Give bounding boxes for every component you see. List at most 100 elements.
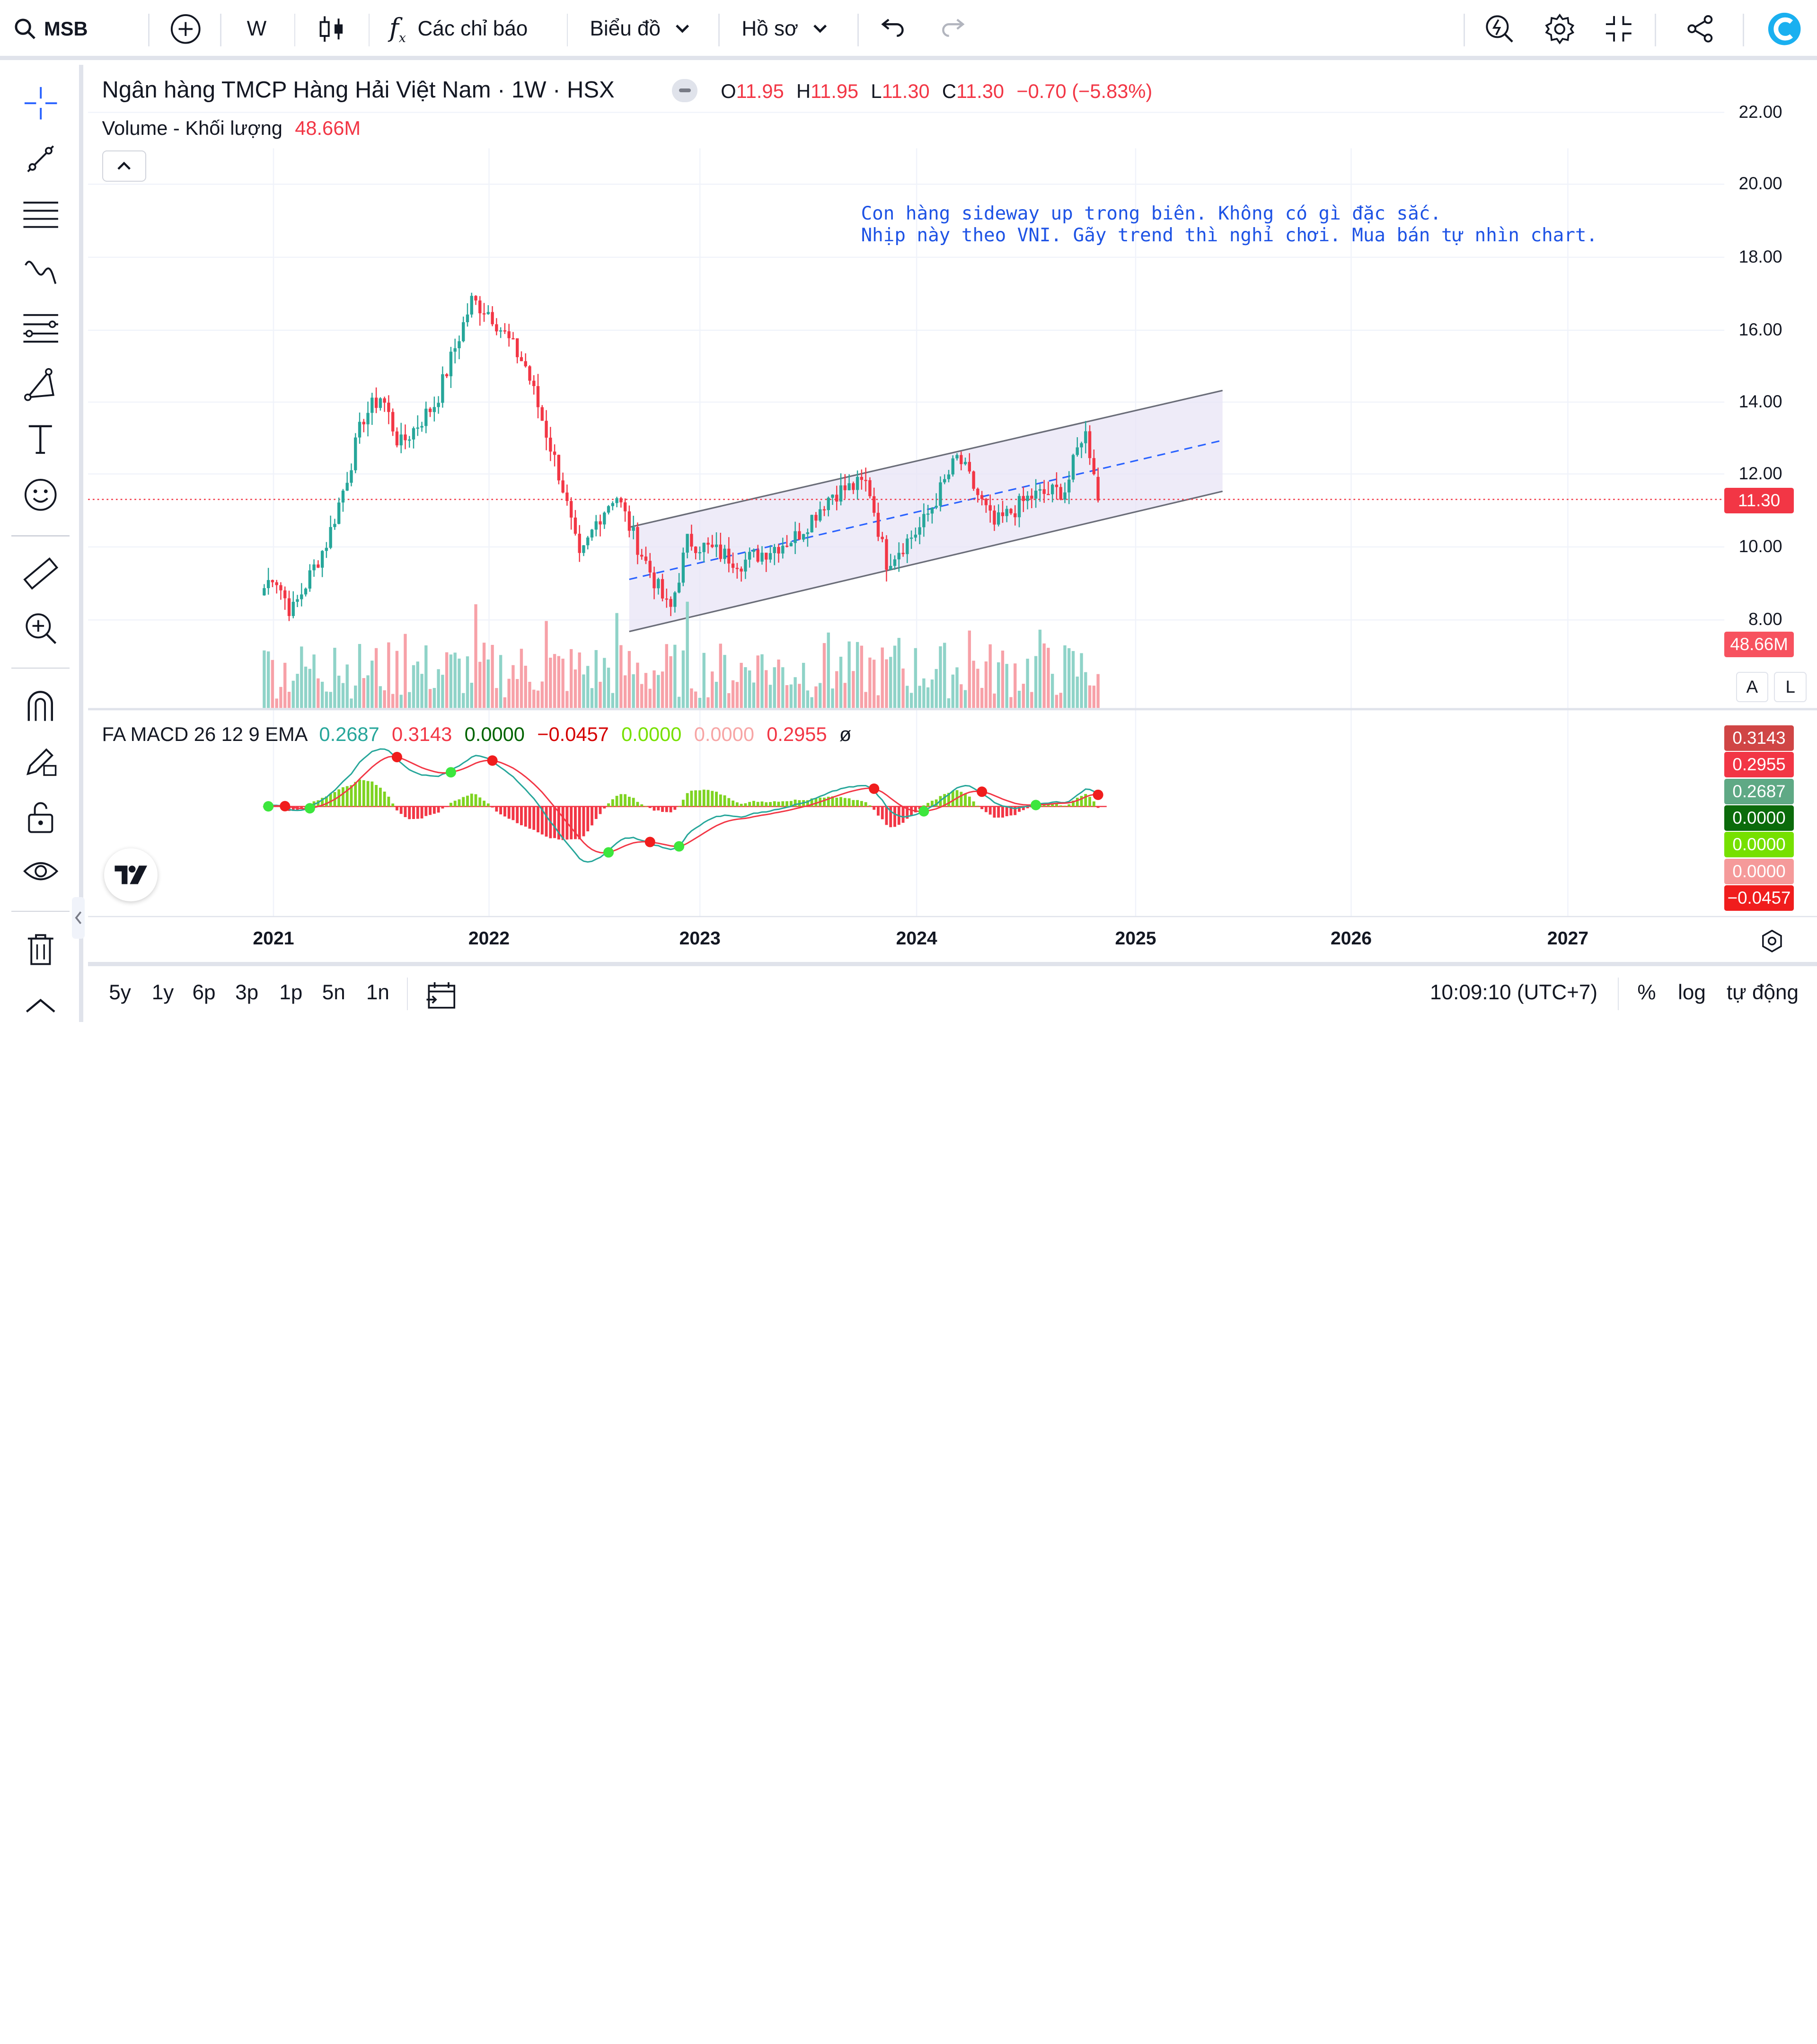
divider xyxy=(1743,14,1744,46)
time-tick: 2023 xyxy=(679,928,721,949)
candle-body xyxy=(341,490,345,503)
volume-bar xyxy=(553,654,556,708)
chart-menu-button[interactable]: Biểu đồ xyxy=(590,0,691,58)
lock-drawings-tool[interactable] xyxy=(16,793,65,841)
compare-button[interactable] xyxy=(169,0,202,58)
range-6m-button[interactable]: 6p xyxy=(192,981,216,1004)
text-tool[interactable] xyxy=(16,415,65,464)
price-tick: 10.00 xyxy=(1738,536,1782,556)
macd-histogram-bar xyxy=(321,798,324,807)
candle-body xyxy=(308,570,311,589)
symbol-legend-title[interactable]: Ngân hàng TMCP Hàng Hải Việt Nam · 1W · … xyxy=(102,77,615,103)
measure-tool[interactable] xyxy=(16,549,65,598)
more-tools-button[interactable] xyxy=(16,987,65,1022)
macd-histogram-bar xyxy=(453,801,457,807)
zoom-tool[interactable] xyxy=(16,604,65,652)
candle-body xyxy=(578,534,581,553)
macd-histogram-bar xyxy=(860,801,863,807)
fib-tool[interactable] xyxy=(16,304,65,352)
candle-body xyxy=(569,501,573,518)
macd-histogram-bar xyxy=(648,806,652,808)
settings-button[interactable] xyxy=(1544,0,1576,58)
share-button[interactable] xyxy=(1685,0,1715,58)
volume-bar xyxy=(437,669,440,708)
redo-button[interactable] xyxy=(940,0,965,58)
indicators-label: Các chỉ báo xyxy=(417,17,528,41)
range-5y-button[interactable]: 5y xyxy=(109,981,131,1004)
low-key: L xyxy=(871,79,882,102)
undo-button[interactable] xyxy=(881,0,906,58)
candle-body xyxy=(1005,509,1008,516)
channel-lower-line[interactable] xyxy=(629,490,1223,633)
profile-menu-button[interactable]: Hồ sơ xyxy=(741,0,828,58)
auto-scale-toggle[interactable]: tự động xyxy=(1726,981,1799,1004)
time-axis-settings-button[interactable] xyxy=(1759,928,1785,959)
macd-histogram-bar xyxy=(474,794,477,807)
indicators-button[interactable]: fx Các chỉ báo xyxy=(389,0,528,58)
stay-in-drawing-mode-tool[interactable] xyxy=(16,737,65,786)
volume-bar xyxy=(636,662,639,708)
range-1y-button[interactable]: 1y xyxy=(151,981,174,1004)
log-scale-button[interactable]: L xyxy=(1774,672,1807,703)
clock-timezone[interactable]: 10:09:10 (UTC+7) xyxy=(1430,981,1598,1004)
macd-histogram-bar xyxy=(354,782,357,807)
macd-histogram-bar xyxy=(1080,796,1083,807)
volume-bar xyxy=(474,604,477,708)
volume-bar xyxy=(930,679,934,708)
range-1d-button[interactable]: 1n xyxy=(366,981,389,1004)
macd-axis-label: 0.0000 xyxy=(1724,805,1794,831)
tradingview-logo[interactable] xyxy=(104,848,158,902)
candle-body xyxy=(623,502,627,511)
auto-scale-button[interactable]: A xyxy=(1736,672,1769,703)
macd-histogram-bar xyxy=(839,797,842,807)
brush-tool[interactable] xyxy=(16,247,65,296)
percent-scale-toggle[interactable]: % xyxy=(1637,981,1656,1004)
shapes-tool[interactable] xyxy=(16,361,65,409)
toolbar-collapse-handle[interactable] xyxy=(71,897,85,939)
wave-icon xyxy=(25,261,57,284)
macd-histogram-bar xyxy=(532,806,536,830)
volume-bar xyxy=(599,681,602,708)
trend-channel[interactable] xyxy=(629,389,1223,633)
channel-upper-line[interactable] xyxy=(629,389,1223,528)
fullscreen-button[interactable] xyxy=(1604,0,1634,58)
crosshair-tool[interactable] xyxy=(16,79,65,128)
goto-date-button[interactable] xyxy=(425,980,458,1015)
trendline-tool[interactable] xyxy=(16,134,65,183)
macd-histogram-bar xyxy=(727,798,731,807)
volume-label: Volume - Khối lượng xyxy=(102,117,282,140)
quick-search-button[interactable] xyxy=(1483,0,1516,58)
candle-body xyxy=(993,511,996,525)
remove-drawings-tool[interactable] xyxy=(16,925,65,973)
range-3m-button[interactable]: 3p xyxy=(235,981,259,1004)
lines-tool[interactable] xyxy=(16,190,65,239)
symbol-search-button[interactable]: MSB xyxy=(14,0,88,58)
macd-histogram-bar xyxy=(980,806,984,810)
candle-body xyxy=(379,398,382,408)
volume-bar xyxy=(1059,693,1062,708)
macd-legend[interactable]: FA MACD 26 12 9 EMA 0.2687 0.3143 0.0000… xyxy=(102,723,852,746)
collapse-legend-button[interactable] xyxy=(102,150,146,182)
candle-body xyxy=(279,585,282,590)
macd-histogram-bar xyxy=(573,806,577,839)
divider xyxy=(566,14,568,46)
chart-canvas[interactable] xyxy=(0,0,1817,1022)
macd-histogram-bar xyxy=(1055,803,1058,807)
chart-note-text[interactable]: Con hàng sideway up trong biên. Không có… xyxy=(861,203,1598,247)
legend-menu-dot[interactable] xyxy=(672,79,698,102)
interval-button[interactable]: W xyxy=(247,0,267,58)
chevron-up-icon xyxy=(117,162,131,170)
brand-logo[interactable] xyxy=(1766,0,1803,58)
range-1m-button[interactable]: 1p xyxy=(279,981,303,1004)
macd-histogram-bar xyxy=(769,802,772,807)
chart-style-button[interactable] xyxy=(317,0,347,58)
volume-bar xyxy=(441,675,444,708)
magnet-tool[interactable] xyxy=(16,681,65,730)
log-scale-toggle[interactable]: log xyxy=(1678,981,1706,1004)
volume-legend[interactable]: Volume - Khối lượng 48.66M xyxy=(102,117,361,140)
gear-icon xyxy=(1762,929,1782,952)
macd-histogram-bar xyxy=(499,806,503,815)
range-5d-button[interactable]: 5n xyxy=(322,981,345,1004)
hide-drawings-tool[interactable] xyxy=(16,848,65,897)
emoji-tool[interactable] xyxy=(16,470,65,519)
